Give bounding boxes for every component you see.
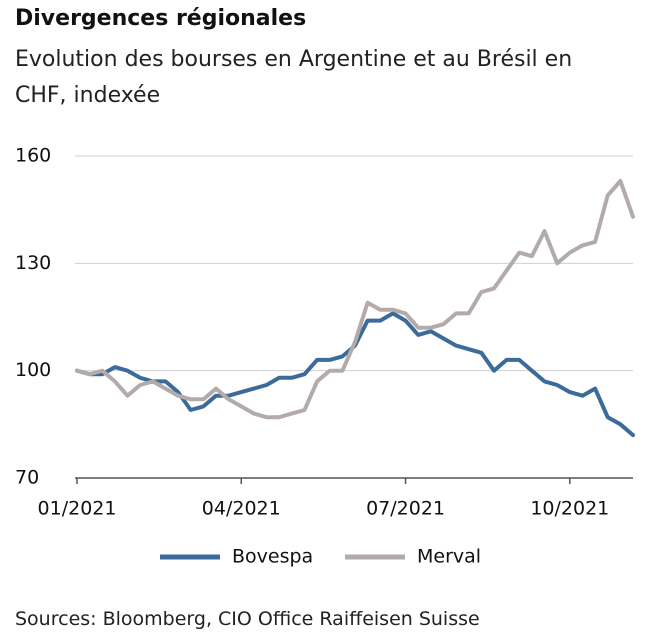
y-tick-label: 100: [15, 359, 51, 381]
chart-subtitle: Evolution des bourses en Argentine et au…: [15, 47, 573, 108]
x-tick-label: 04/2021: [202, 498, 281, 520]
line-series: [75, 311, 635, 438]
y-tick-label: 70: [15, 467, 39, 489]
y-tick-label: 160: [15, 145, 51, 167]
source-note: Sources: Bloomberg, CIO Office Raiffeise…: [15, 608, 480, 630]
line-series: [75, 179, 635, 420]
x-tick-label: 10/2021: [530, 498, 609, 520]
x-tick-label: 07/2021: [366, 498, 445, 520]
y-tick-label: 130: [15, 252, 51, 274]
chart-title: Divergences régionales: [15, 6, 307, 31]
legend-label: Merval: [417, 546, 481, 568]
chart: 70 100 130 160 01/2021 04/2021 07/2021 10/2021 B…: [15, 145, 635, 568]
legend-label: Bovespa: [232, 546, 313, 568]
x-tick-label: 01/2021: [38, 498, 117, 520]
